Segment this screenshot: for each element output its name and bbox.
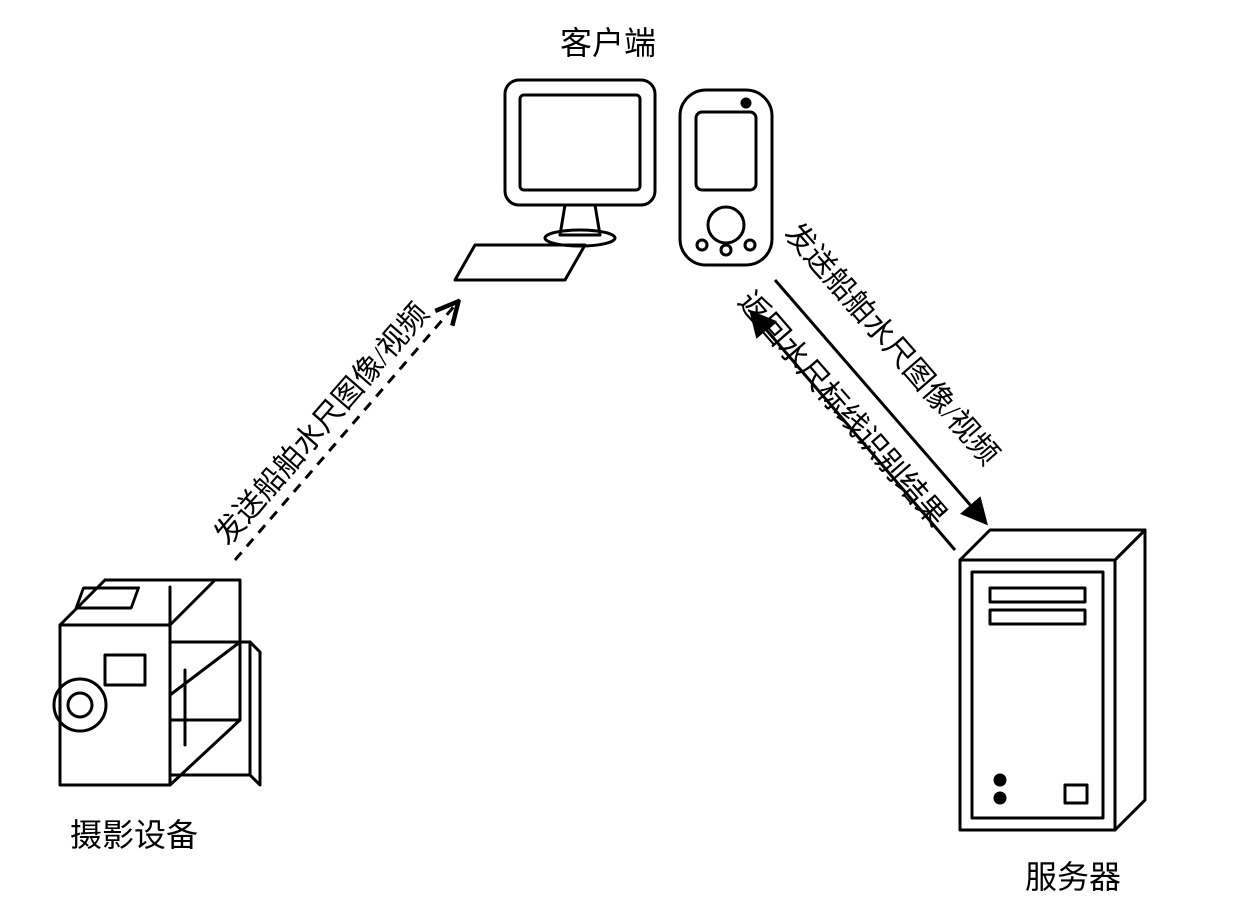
client-icon (455, 80, 772, 280)
client-label: 客户端 (560, 18, 656, 64)
camera-label: 摄影设备 (70, 810, 198, 856)
server-icon (960, 530, 1145, 830)
server-label: 服务器 (1025, 852, 1121, 898)
diagram-canvas (0, 0, 1240, 919)
edge-camera-client (235, 303, 457, 560)
camera-icon (54, 580, 260, 785)
